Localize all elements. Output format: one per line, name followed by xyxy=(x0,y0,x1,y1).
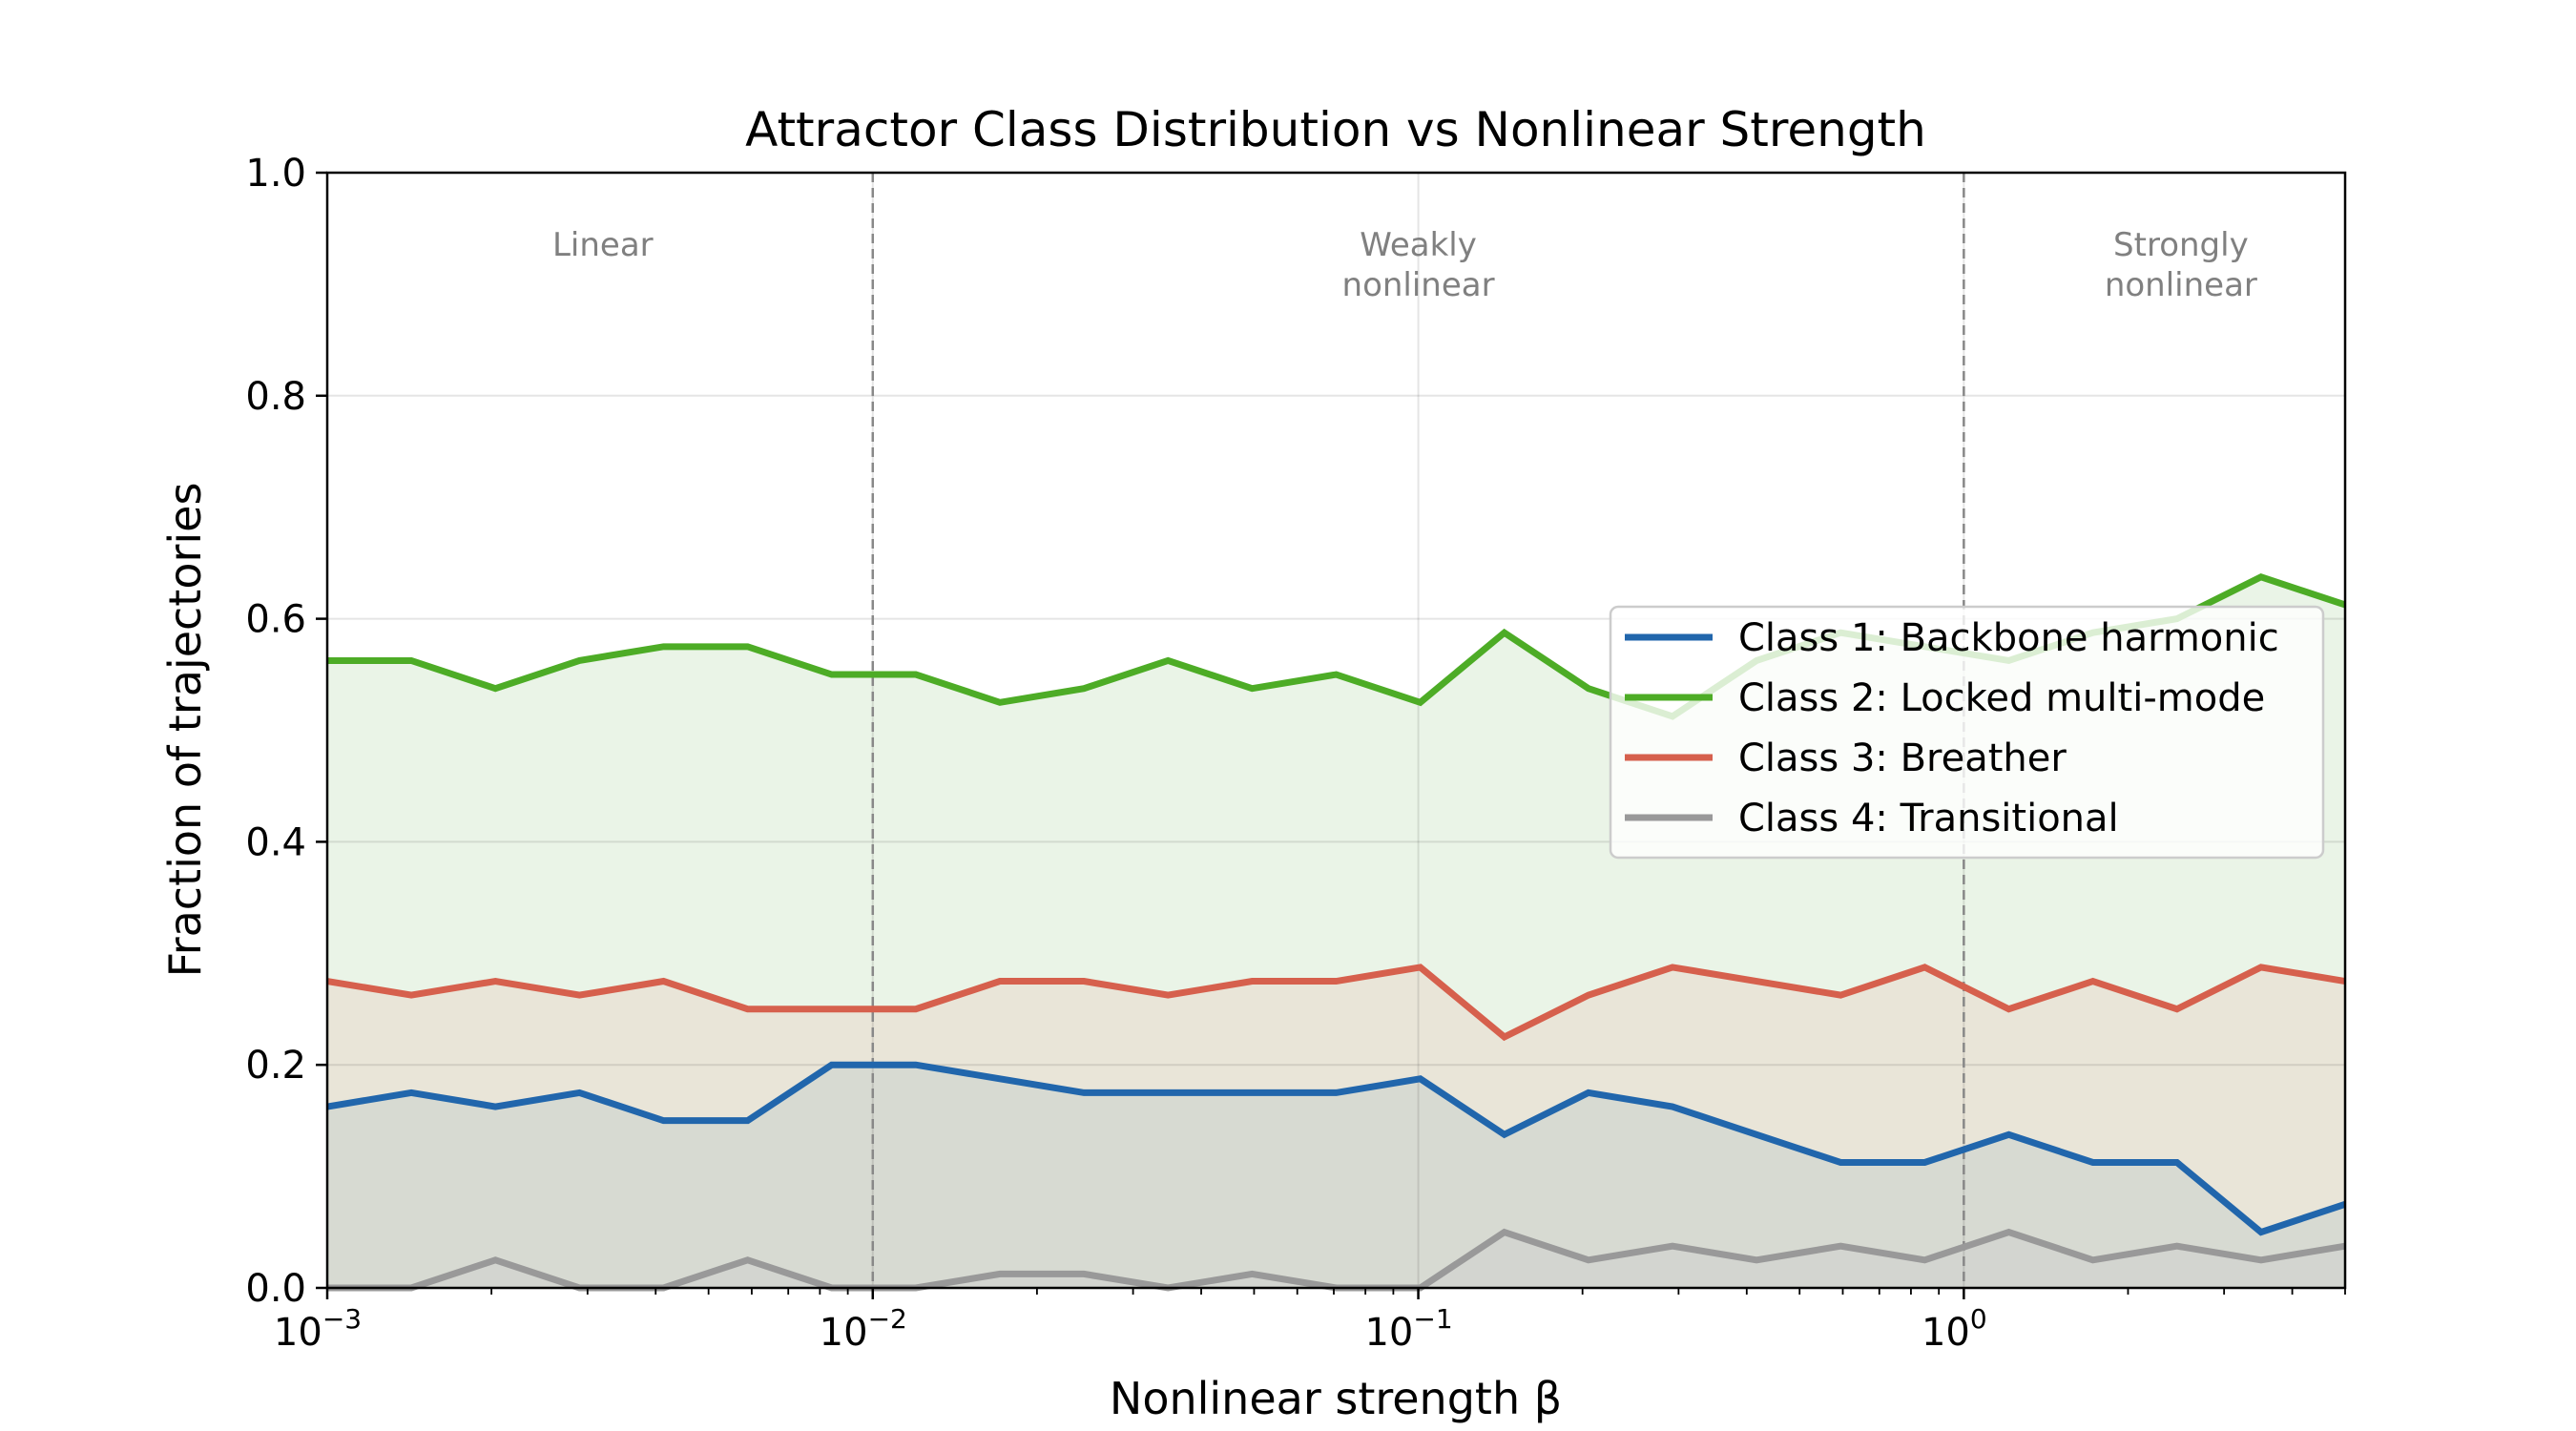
series-line-class-1 xyxy=(326,1061,2347,1236)
legend-label-class-4: Class 4: Transitional xyxy=(1738,797,2119,840)
x-tick-label: 10−2 xyxy=(820,1303,907,1355)
series-line-class-3 xyxy=(326,964,2346,1042)
axes: 0.0 0.2 0.4 0.6 0.8 1.0 10−3 10−2 10−1 100 xyxy=(245,152,2346,1355)
regime-label: Strongly xyxy=(2113,226,2249,264)
regime-label: Linear xyxy=(552,226,654,264)
regime-label: nonlinear xyxy=(1342,266,1495,304)
legend-label-class-3: Class 3: Breather xyxy=(1738,736,2067,780)
chart-title: Attractor Class Distribution vs Nonlinea… xyxy=(745,102,1926,157)
regime-label: nonlinear xyxy=(2105,266,2257,304)
y-axis-label: Fraction of trajectories xyxy=(159,483,211,978)
legend-label-class-1: Class 1: Backbone harmonic xyxy=(1738,616,2279,660)
fill-class-1 xyxy=(327,1065,2345,1288)
x-axis-label: Nonlinear strength β xyxy=(1110,1373,1562,1424)
legend-box xyxy=(1609,605,2325,860)
legend: Class 1: Backbone harmonic Class 2: Locke… xyxy=(1609,605,2325,860)
y-tick-label: 0.8 xyxy=(245,375,306,419)
plot-frame xyxy=(325,171,2347,1290)
y-tick-label: 0.6 xyxy=(245,598,306,642)
x-tick-label: 100 xyxy=(1922,1303,1987,1355)
x-tick-label: 10−3 xyxy=(274,1303,362,1355)
x-tick-label: 10−1 xyxy=(1364,1303,1452,1355)
y-tick-label: 0.2 xyxy=(245,1044,306,1088)
legend-label-class-2: Class 2: Locked multi-mode xyxy=(1738,676,2265,720)
regime-label: Weakly xyxy=(1360,226,1477,264)
y-tick-label: 0.0 xyxy=(245,1267,306,1311)
y-tick-label: 1.0 xyxy=(245,152,306,196)
y-tick-label: 0.4 xyxy=(245,820,306,864)
fill-class-3 xyxy=(327,966,2345,1233)
